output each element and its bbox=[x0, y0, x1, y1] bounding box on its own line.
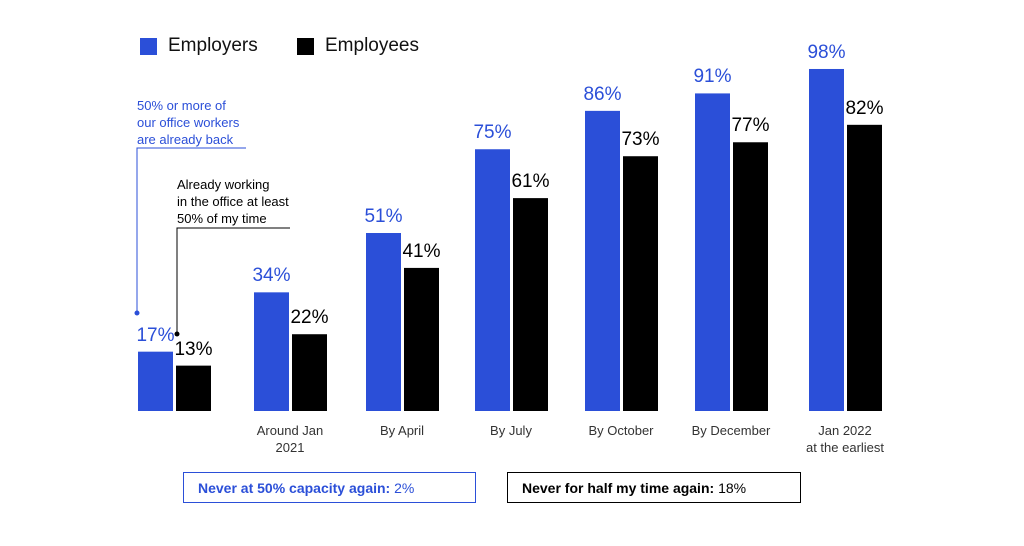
legend-label: Employers bbox=[168, 35, 258, 56]
annotation: Already working in the office at least 5… bbox=[177, 177, 289, 226]
value-label: 34% bbox=[252, 265, 291, 287]
x-tick-label: By October bbox=[588, 423, 654, 438]
value-label: 82% bbox=[845, 97, 884, 119]
legend-swatch bbox=[297, 38, 314, 55]
value-label: 41% bbox=[402, 240, 441, 262]
value-label: 75% bbox=[473, 122, 512, 144]
bar bbox=[847, 124, 882, 411]
note-value: 18% bbox=[718, 480, 747, 496]
bar bbox=[138, 351, 173, 411]
legend-label: Employees bbox=[325, 35, 419, 56]
bar bbox=[695, 93, 730, 411]
x-tick-label: Around Jan 2021 bbox=[256, 423, 324, 455]
x-tick-label: By July bbox=[490, 423, 532, 438]
annotation-leader bbox=[176, 227, 290, 334]
value-label: 98% bbox=[807, 41, 846, 63]
bar bbox=[254, 292, 289, 411]
value-label: 91% bbox=[693, 66, 732, 88]
x-tick-label: By December bbox=[691, 423, 771, 438]
bar bbox=[585, 110, 620, 412]
bar bbox=[733, 142, 768, 411]
bar bbox=[809, 68, 844, 411]
bar bbox=[475, 149, 510, 411]
value-label: 17% bbox=[136, 324, 175, 346]
value-label: 61% bbox=[511, 171, 550, 193]
bar bbox=[176, 365, 211, 411]
value-label: 22% bbox=[290, 307, 329, 329]
annotation-dot bbox=[174, 331, 180, 337]
note-box: Never at 50% capacity again: 2% bbox=[183, 472, 476, 503]
bar bbox=[623, 156, 658, 411]
note-box: Never for half my time again: 18% bbox=[507, 472, 801, 503]
x-tick-label: Jan 2022 at the earliest bbox=[805, 423, 885, 455]
bar bbox=[513, 198, 548, 411]
value-label: 86% bbox=[583, 83, 622, 105]
value-label: 73% bbox=[621, 129, 660, 151]
value-label: 77% bbox=[731, 115, 770, 137]
annotation-dot bbox=[134, 310, 140, 316]
value-label: 13% bbox=[174, 338, 213, 360]
x-tick-label: By April bbox=[379, 423, 425, 438]
legend-swatch bbox=[140, 38, 157, 55]
annotation-leader bbox=[136, 147, 246, 313]
bar bbox=[366, 233, 401, 411]
annotation: 50% or more of our office workers are al… bbox=[137, 98, 240, 147]
note-label: Never at 50% capacity again: bbox=[198, 480, 391, 496]
note-label: Never for half my time again: bbox=[522, 480, 715, 496]
value-label: 51% bbox=[364, 206, 403, 227]
bar bbox=[292, 334, 327, 411]
note-value: 2% bbox=[394, 480, 415, 496]
bar bbox=[404, 267, 439, 411]
